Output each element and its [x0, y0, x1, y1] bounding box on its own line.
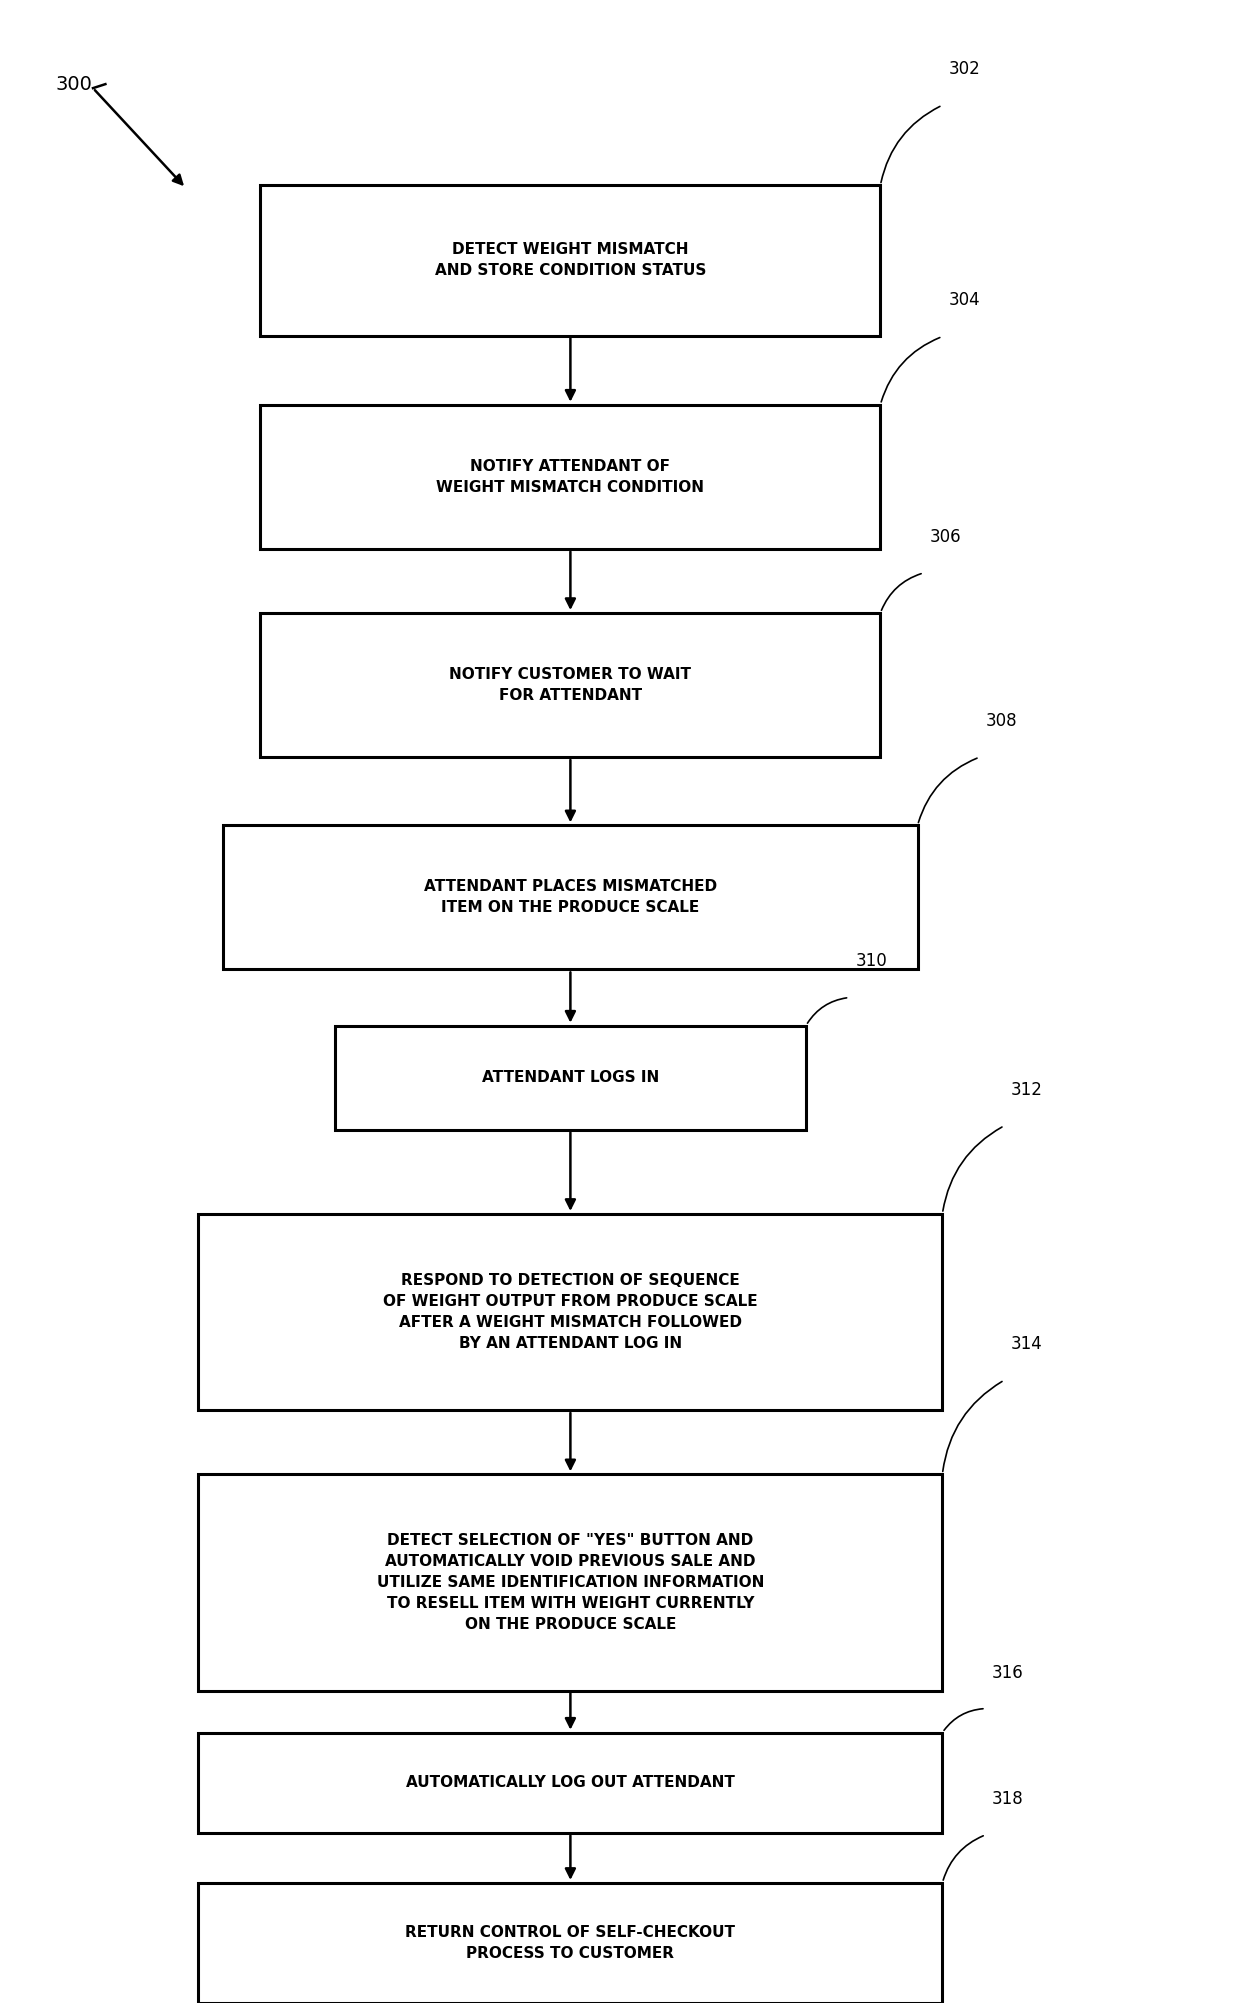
Text: AUTOMATICALLY LOG OUT ATTENDANT: AUTOMATICALLY LOG OUT ATTENDANT	[405, 1775, 735, 1791]
Text: 300: 300	[56, 74, 93, 94]
Text: NOTIFY ATTENDANT OF
WEIGHT MISMATCH CONDITION: NOTIFY ATTENDANT OF WEIGHT MISMATCH COND…	[436, 459, 704, 495]
Text: 308: 308	[986, 713, 1018, 729]
FancyBboxPatch shape	[260, 405, 880, 549]
Text: 304: 304	[949, 292, 981, 308]
Text: 302: 302	[949, 60, 981, 78]
Text: ATTENDANT LOGS IN: ATTENDANT LOGS IN	[482, 1070, 658, 1086]
Text: 316: 316	[992, 1664, 1024, 1681]
Text: RESPOND TO DETECTION OF SEQUENCE
OF WEIGHT OUTPUT FROM PRODUCE SCALE
AFTER A WEI: RESPOND TO DETECTION OF SEQUENCE OF WEIG…	[383, 1274, 758, 1350]
FancyBboxPatch shape	[198, 1883, 942, 2003]
Text: 306: 306	[930, 529, 962, 545]
FancyBboxPatch shape	[198, 1214, 942, 1410]
Text: ATTENDANT PLACES MISMATCHED
ITEM ON THE PRODUCE SCALE: ATTENDANT PLACES MISMATCHED ITEM ON THE …	[424, 879, 717, 915]
Text: 314: 314	[1011, 1336, 1043, 1352]
FancyBboxPatch shape	[198, 1474, 942, 1691]
Text: DETECT WEIGHT MISMATCH
AND STORE CONDITION STATUS: DETECT WEIGHT MISMATCH AND STORE CONDITI…	[435, 242, 706, 278]
FancyBboxPatch shape	[260, 186, 880, 335]
Text: DETECT SELECTION OF "YES" BUTTON AND
AUTOMATICALLY VOID PREVIOUS SALE AND
UTILIZ: DETECT SELECTION OF "YES" BUTTON AND AUT…	[377, 1532, 764, 1632]
Text: 312: 312	[1011, 1082, 1043, 1098]
FancyBboxPatch shape	[198, 1733, 942, 1833]
FancyBboxPatch shape	[260, 613, 880, 757]
Text: 310: 310	[856, 953, 888, 969]
FancyBboxPatch shape	[223, 825, 918, 969]
FancyBboxPatch shape	[335, 1026, 806, 1130]
Text: 318: 318	[992, 1791, 1024, 1807]
Text: RETURN CONTROL OF SELF-CHECKOUT
PROCESS TO CUSTOMER: RETURN CONTROL OF SELF-CHECKOUT PROCESS …	[405, 1925, 735, 1961]
Text: NOTIFY CUSTOMER TO WAIT
FOR ATTENDANT: NOTIFY CUSTOMER TO WAIT FOR ATTENDANT	[449, 667, 692, 703]
